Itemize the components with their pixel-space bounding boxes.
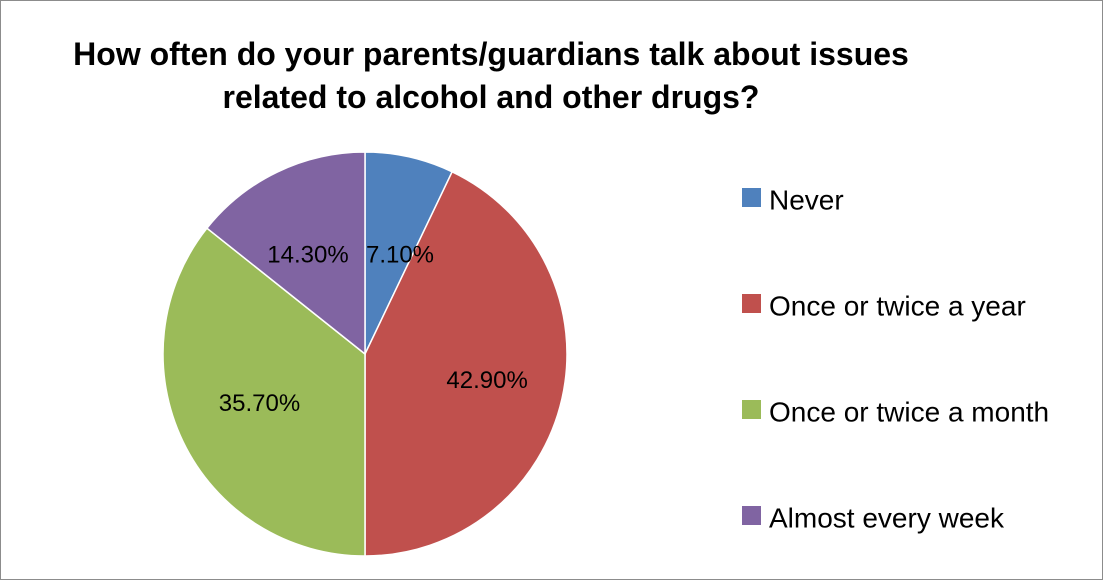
pie-data-label-4: 14.30%	[267, 241, 348, 268]
pie-data-label-2: 42.90%	[446, 367, 527, 394]
legend-swatch-3	[742, 400, 761, 420]
chart-title-line-1: How often do your parents/guardians talk…	[73, 36, 909, 72]
pie-slice-2	[364, 170, 568, 557]
legend-swatch-1	[742, 188, 761, 208]
legend-label-2: Once or twice a year	[769, 290, 1026, 322]
legend-item-1: Never	[742, 181, 844, 217]
pie-data-label-1: 7.10%	[366, 241, 434, 268]
pie-data-label-3: 35.70%	[219, 390, 300, 417]
legend-swatch-2	[742, 294, 761, 314]
pie-slice-3	[162, 227, 366, 557]
chart-title: How often do your parents/guardians talk…	[61, 33, 921, 119]
pie-slices	[162, 151, 568, 557]
legend-label-1: Never	[769, 184, 844, 216]
legend-item-3: Once or twice a month	[742, 393, 1049, 429]
legend-label-3: Once or twice a month	[769, 396, 1050, 428]
legend-swatch-4	[742, 506, 761, 526]
chart-title-line-2: related to alcohol and other drugs?	[222, 79, 760, 115]
legend-item-2: Once or twice a year	[742, 287, 1026, 323]
pie-slice-4	[205, 151, 366, 356]
legend-item-4: Almost every week	[742, 499, 1004, 535]
pie-data-labels: 7.10% 42.90% 35.70% 14.30%	[219, 241, 528, 417]
legend-label-4: Almost every week	[769, 502, 1004, 534]
